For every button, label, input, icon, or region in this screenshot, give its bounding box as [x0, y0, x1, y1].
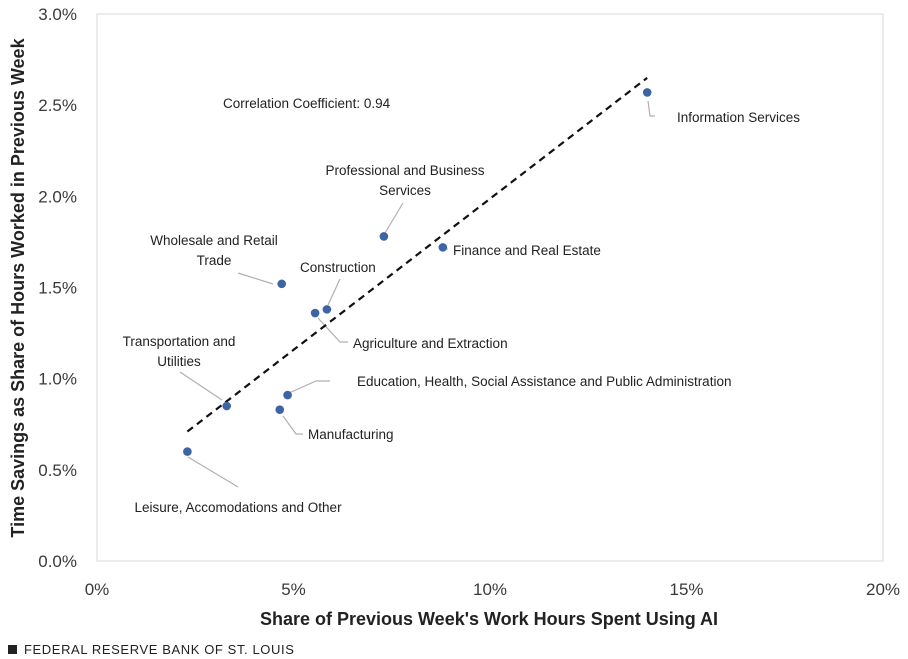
data-point [322, 305, 332, 314]
leader-line [187, 456, 239, 488]
point-label: Construction [300, 260, 376, 275]
point-label: Wholesale and Retail [150, 233, 278, 248]
x-tick-label: 5% [281, 580, 306, 599]
footer-square-icon [8, 645, 17, 654]
point-label: Agriculture and Extraction [353, 336, 508, 351]
trend-line [186, 76, 648, 433]
leader-line [288, 380, 330, 394]
point-label: Professional and Business [325, 163, 484, 178]
data-point [183, 447, 192, 456]
data-point [277, 279, 287, 289]
point-label: Finance and Real Estate [453, 243, 601, 258]
point-label: Leisure, Accomodations and Other [134, 500, 342, 515]
label-leader-lines [179, 100, 655, 488]
leader-line [327, 278, 341, 306]
y-tick-label: 2.0% [38, 187, 77, 206]
x-axis-title: Share of Previous Week's Work Hours Spen… [260, 609, 718, 629]
data-point [438, 243, 448, 252]
point-label: Information Services [677, 110, 800, 125]
data-point [222, 401, 231, 411]
point-labels: Information Services Professional and Bus… [123, 110, 801, 515]
y-tick-label: 1.0% [38, 370, 77, 389]
x-tick-label: 20% [866, 580, 900, 599]
point-label: Utilities [157, 354, 201, 369]
x-tick-label: 0% [85, 580, 110, 599]
y-axis-title: Time Savings as Share of Hours Worked in… [8, 37, 28, 537]
y-tick-label: 2.5% [38, 96, 77, 115]
x-tick-label: 10% [473, 580, 507, 599]
leader-line [179, 371, 223, 401]
data-point [642, 88, 652, 97]
y-tick-label: 1.5% [38, 279, 77, 298]
point-label: Education, Health, Social Assistance and… [357, 374, 731, 389]
leader-line [237, 272, 274, 285]
plot-area-border [96, 13, 884, 562]
data-point [283, 390, 292, 400]
source-footer: FEDERAL RESERVE BANK OF ST. LOUIS [8, 642, 294, 657]
leader-line [282, 415, 303, 435]
y-tick-label: 0.0% [38, 552, 77, 571]
y-tick-label: 3.0% [38, 5, 77, 24]
x-axis-ticks: 0% 5% 10% 15% 20% [85, 580, 900, 599]
y-tick-label: 0.5% [38, 461, 77, 480]
data-point [275, 405, 285, 414]
data-point [379, 232, 389, 241]
footer-source-text: FEDERAL RESERVE BANK OF ST. LOUIS [24, 642, 295, 657]
leader-line [384, 202, 404, 234]
leader-line [647, 100, 655, 117]
point-label: Trade [197, 253, 232, 268]
point-label: Services [379, 183, 431, 198]
point-label: Transportation and [123, 334, 236, 349]
data-points [183, 88, 652, 456]
y-axis-ticks: 0.0% 0.5% 1.0% 1.5% 2.0% 2.5% 3.0% [38, 5, 77, 571]
data-point [310, 308, 320, 318]
point-label: Manufacturing [308, 427, 394, 442]
x-tick-label: 15% [669, 580, 703, 599]
correlation-annotation: Correlation Coefficient: 0.94 [223, 96, 391, 111]
leader-line [317, 317, 348, 343]
scatter-chart: Information Services Professional and Bus… [8, 5, 900, 629]
